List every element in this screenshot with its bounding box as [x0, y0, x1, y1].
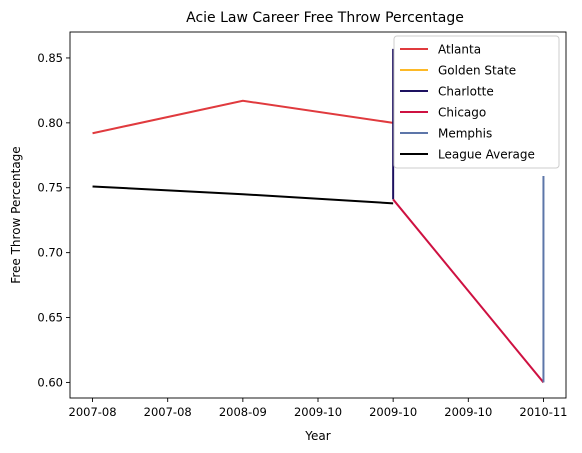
x-tick-label: 2009-10 — [294, 405, 342, 419]
x-axis-label: Year — [304, 429, 330, 443]
y-tick-label: 0.75 — [37, 181, 63, 195]
x-tick-label: 2009-10 — [369, 405, 417, 419]
legend-label-league-average: League Average — [438, 148, 535, 162]
x-tick-label: 2008-09 — [219, 405, 267, 419]
legend-label-atlanta: Atlanta — [438, 43, 481, 57]
x-tick-label: 2010-11 — [519, 405, 567, 419]
y-tick-label: 0.65 — [37, 311, 63, 325]
x-axis: 2007-08 2007-08 2008-09 2009-10 2009-10 2009-… — [69, 398, 568, 419]
x-tick-label: 2009-10 — [444, 405, 492, 419]
x-tick-label: 2007-08 — [69, 405, 117, 419]
legend-label-memphis: Memphis — [438, 127, 492, 141]
series-line-atlanta — [93, 101, 394, 133]
legend-label-chicago: Chicago — [438, 106, 486, 120]
series-line-chicago — [393, 199, 543, 382]
legend-label-golden-state: Golden State — [438, 64, 516, 78]
chart-title: Acie Law Career Free Throw Percentage — [186, 10, 464, 26]
y-tick-label: 0.60 — [37, 375, 63, 389]
y-axis-label: Free Throw Percentage — [9, 146, 23, 283]
y-tick-label: 0.80 — [37, 116, 63, 130]
x-tick-label: 2007-08 — [144, 405, 192, 419]
legend: Atlanta Golden State Charlotte Chicago Memph… — [394, 36, 559, 168]
series-line-league-average — [93, 186, 394, 203]
y-axis: 0.60 0.65 0.70 0.75 0.80 0.85 — [37, 51, 70, 389]
legend-label-charlotte: Charlotte — [438, 85, 494, 99]
y-tick-label: 0.85 — [37, 51, 63, 65]
y-tick-label: 0.70 — [37, 246, 63, 260]
